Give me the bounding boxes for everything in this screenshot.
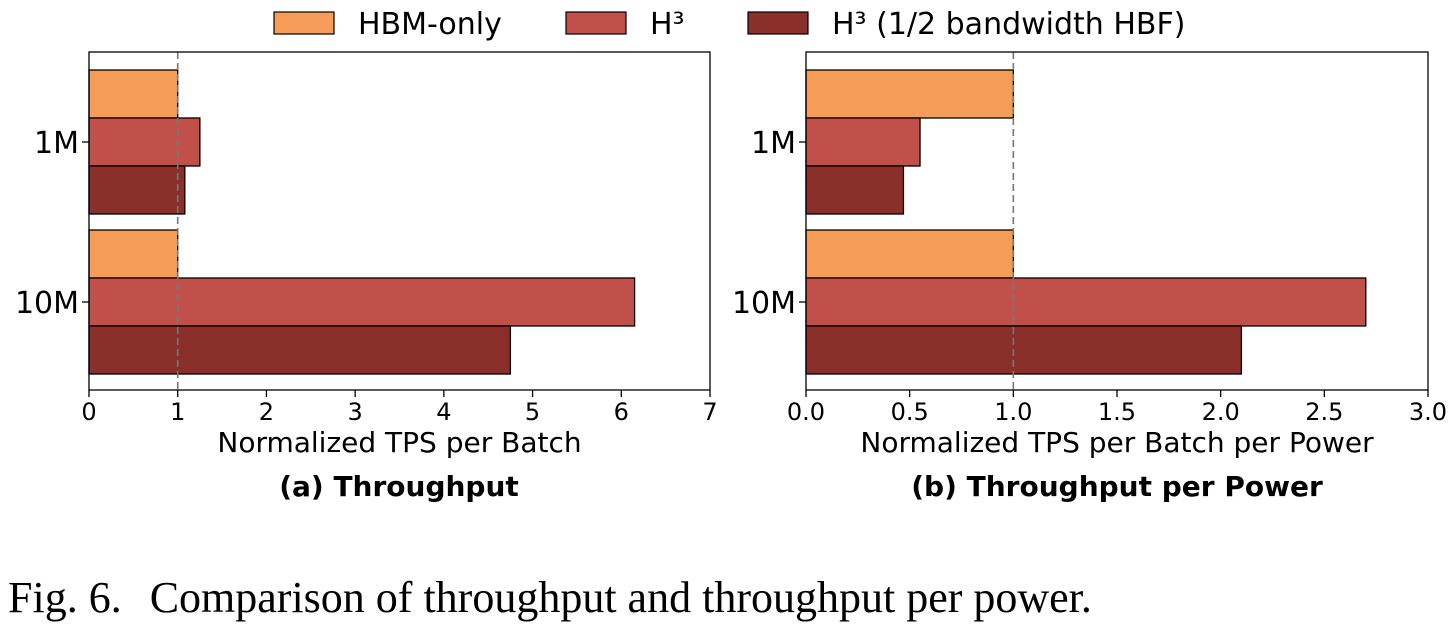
x-tick-label: 0 [81,398,96,426]
x-tick-label: 2 [259,398,274,426]
x-tick-label: 3.0 [1409,398,1447,426]
bar [88,229,179,279]
caption-text: Comparison of throughput and throughput … [149,573,1092,622]
x-tick-label: 2.0 [1202,398,1240,426]
bar [88,165,186,215]
panel-throughput: 1M 10M 0 1 2 3 4 5 6 7 Normalized TPS per Batch (a)… [15,51,718,503]
x-axis-label: Normalized TPS per Batch per Power [860,426,1374,459]
bar [805,117,921,167]
bar [805,277,1367,327]
x-tick-label: 3 [348,398,363,426]
bar [805,69,1014,119]
panel-title: (a) Throughput [279,470,519,503]
x-tick-label: 1.5 [1098,398,1136,426]
legend: HBM-only H³ H³ (1/2 bandwidth HBF) [273,7,1185,42]
x-tick-label: 0.5 [891,398,929,426]
bar [88,277,636,327]
legend-swatch [747,11,809,35]
bar [88,69,179,119]
panel-title: (b) Throughput per Power [911,470,1323,503]
figure-caption: Fig. 6. Comparison of throughput and thro… [8,572,1092,623]
x-tick-label: 7 [702,398,717,426]
bar [88,325,512,375]
bar [805,165,905,215]
legend-label: HBM-only [358,7,502,42]
y-tick-label: 10M [15,286,79,321]
caption-number: Fig. 6. [8,573,122,622]
bar [88,117,201,167]
y-tick-label: 10M [732,286,796,321]
legend-swatch [273,11,335,35]
legend-label: H³ (1/2 bandwidth HBF) [832,7,1185,42]
x-tick-label: 1 [170,398,185,426]
x-tick-label: 2.5 [1305,398,1343,426]
legend-swatch [565,11,627,35]
y-tick-label: 1M [34,126,79,161]
panel-throughput-per-power: 1M 10M 0.0 0.5 1.0 1.5 2.0 2.5 3.0 Normalized TPS… [732,51,1447,503]
legend-label: H³ [650,7,685,42]
y-tick-label: 1M [751,126,796,161]
x-tick-label: 1.0 [994,398,1032,426]
bar [805,325,1243,375]
x-tick-label: 6 [614,398,629,426]
bar [805,229,1014,279]
plot-frame [88,51,711,391]
x-axis-label: Normalized TPS per Batch [217,426,581,459]
x-tick-label: 0.0 [787,398,825,426]
x-tick-label: 5 [525,398,540,426]
x-tick-label: 4 [436,398,451,426]
